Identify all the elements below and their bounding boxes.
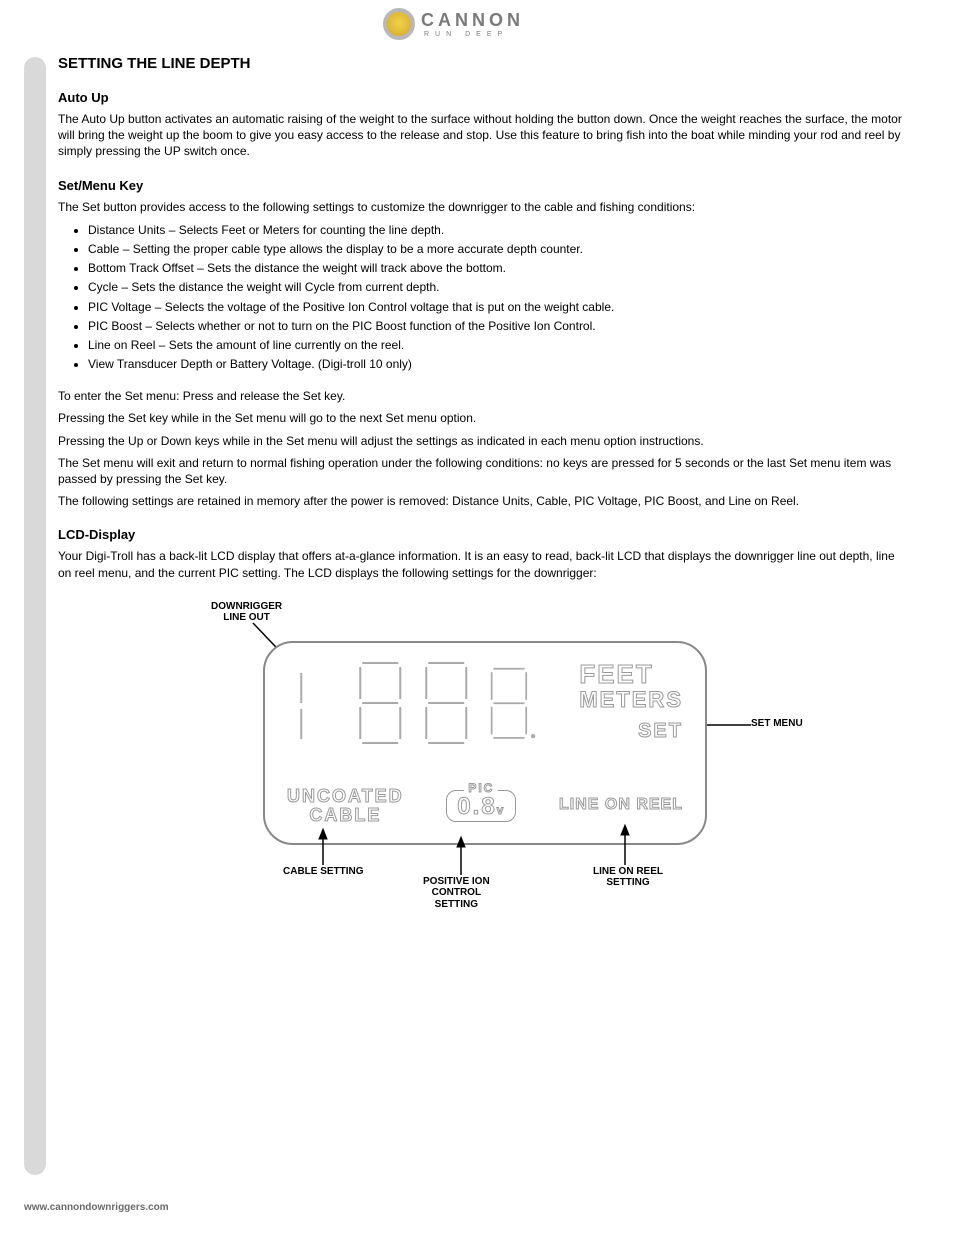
lcd-line-on-reel: LINE ON REEL [559, 797, 683, 814]
callout-text: LINE OUT [223, 612, 270, 623]
heading-lcd: LCD-Display [58, 527, 908, 542]
lcd-unit-labels: FEET METERS SET [579, 661, 683, 742]
heading-auto-up: Auto Up [58, 90, 908, 105]
lcd-cable-label: UNCOATED CABLE [287, 787, 404, 825]
lcd-diagram: DOWNRIGGER LINE OUT SET MENU [133, 601, 833, 921]
list-item: Line on Reel – Sets the amount of line c… [88, 336, 908, 355]
list-item: Cycle – Sets the distance the weight wil… [88, 278, 908, 297]
list-item: Distance Units – Selects Feet or Meters … [88, 221, 908, 240]
callout-cable-setting: CABLE SETTING [283, 866, 364, 878]
callout-text: DOWNRIGGER [211, 601, 282, 612]
side-accent-bar [24, 57, 46, 1175]
para-set-exit: The Set menu will exit and return to nor… [58, 455, 908, 487]
callout-text: LINE ON REEL [593, 866, 663, 877]
callout-line-on-reel: LINE ON REEL SETTING [593, 866, 663, 889]
arrow-icon [617, 825, 637, 867]
content-area: SETTING THE LINE DEPTH Auto Up The Auto … [58, 55, 908, 921]
brand-logo: CANNON RUN DEEP [383, 8, 524, 40]
arrow-icon [453, 837, 473, 877]
lcd-text: CABLE [309, 805, 381, 825]
callout-text: CONTROL [432, 887, 481, 898]
lcd-label-set: SET [579, 721, 683, 742]
callout-set-menu: SET MENU [751, 718, 803, 730]
callout-text: SETTING [606, 877, 649, 888]
footer-url: www.cannondownriggers.com [24, 1202, 169, 1213]
list-item: Bottom Track Offset – Sets the distance … [88, 259, 908, 278]
lcd-body: FEET METERS SET UNCOATED CABLE PIC 0.8v … [263, 641, 707, 845]
para-lcd: Your Digi-Troll has a back-lit LCD displ… [58, 548, 908, 580]
list-item: PIC Voltage – Selects the voltage of the… [88, 298, 908, 317]
list-item: Cable – Setting the proper cable type al… [88, 240, 908, 259]
para-set-mem: The following settings are retained in m… [58, 493, 908, 509]
lcd-label-feet: FEET [579, 661, 683, 688]
seven-seg-main [283, 655, 543, 755]
lcd-label-meters: METERS [579, 688, 683, 711]
para-set-nav2: Pressing the Up or Down keys while in th… [58, 433, 908, 449]
brand-name: CANNON [421, 11, 524, 29]
para-set-intro: The Set button provides access to the fo… [58, 199, 908, 215]
lcd-pic-box: PIC 0.8v [446, 790, 516, 822]
section-title: SETTING THE LINE DEPTH [58, 55, 908, 72]
list-item: View Transducer Depth or Battery Voltage… [88, 355, 908, 374]
para-set-nav1: Pressing the Set key while in the Set me… [58, 410, 908, 426]
callout-downrigger-line-out: DOWNRIGGER LINE OUT [211, 601, 282, 624]
heading-set-menu: Set/Menu Key [58, 178, 908, 193]
set-menu-list: Distance Units – Selects Feet or Meters … [58, 221, 908, 375]
para-set-enter: To enter the Set menu: Press and release… [58, 388, 908, 404]
lcd-pic-label: PIC [464, 782, 498, 795]
brand-tagline: RUN DEEP [421, 31, 524, 38]
lcd-text: UNCOATED [287, 786, 404, 806]
callout-text: POSITIVE ION [423, 876, 490, 887]
callout-pic-setting: POSITIVE ION CONTROL SETTING [423, 876, 490, 911]
list-item: PIC Boost – Selects whether or not to tu… [88, 317, 908, 336]
arrow-icon [317, 829, 347, 867]
callout-text: SETTING [435, 899, 478, 910]
logo-mark-icon [383, 8, 415, 40]
para-auto-up: The Auto Up button activates an automati… [58, 111, 908, 160]
